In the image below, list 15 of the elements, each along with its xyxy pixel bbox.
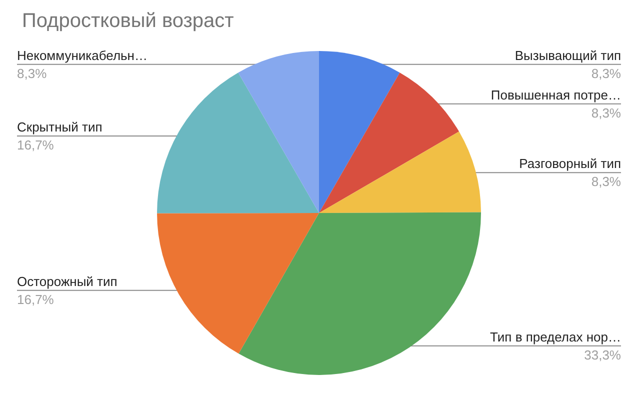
slice-label: Разговорный тип — [519, 156, 621, 172]
data-label: 33,3% — [584, 347, 622, 362]
data-label: 8,3% — [591, 174, 622, 190]
slice-label: Скрытный тип — [17, 120, 102, 135]
slice-label: Тип в пределах нор… — [490, 329, 621, 344]
slice-label: Вызывающий тип — [514, 48, 621, 63]
data-label: 16,7% — [17, 138, 54, 153]
slice-label: Некоммуникабельн… — [17, 48, 148, 63]
slice-label: Осторожный тип — [17, 274, 118, 289]
data-label: 8,3% — [17, 66, 48, 81]
data-label: 16,7% — [17, 292, 54, 307]
data-label: 8,3% — [591, 105, 622, 120]
slice-label: Повышенная потре… — [490, 87, 621, 102]
chart-title: Подростковый возраст — [22, 10, 234, 32]
data-label: 8,3% — [591, 66, 622, 81]
